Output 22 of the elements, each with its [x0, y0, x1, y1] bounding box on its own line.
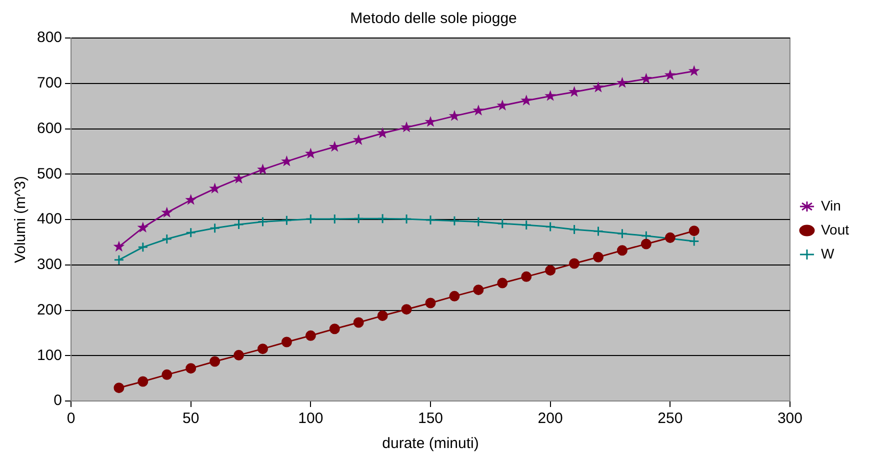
- y-tick-label: 200: [36, 301, 62, 318]
- y-tick-label: 300: [36, 256, 62, 274]
- y-tick-label: 600: [36, 120, 62, 137]
- y-tick-label: 100: [36, 346, 62, 364]
- y-axis-title: Volumi (m^3): [12, 176, 30, 264]
- x-tick-label: 0: [66, 410, 76, 428]
- chart-title: Metodo delle sole piogge: [350, 10, 517, 28]
- legend-label: Vout: [820, 221, 850, 238]
- legend-label: Vin: [820, 197, 841, 214]
- x-tick-label: 150: [418, 410, 444, 428]
- x-axis-title: durate (minuti): [382, 435, 479, 452]
- x-tick-label: 300: [777, 410, 802, 428]
- y-tick-label: 700: [36, 74, 62, 92]
- legend-label: W: [820, 245, 835, 262]
- x-tick-label: 250: [658, 410, 683, 428]
- y-tick-label: 800: [36, 29, 62, 46]
- x-tick-label: 50: [182, 410, 200, 428]
- y-tick-label: 0: [54, 392, 62, 410]
- x-tick-label: 100: [298, 410, 324, 428]
- y-tick-label: 400: [36, 210, 62, 228]
- x-tick-label: 200: [538, 410, 563, 428]
- y-tick-label: 500: [36, 165, 62, 182]
